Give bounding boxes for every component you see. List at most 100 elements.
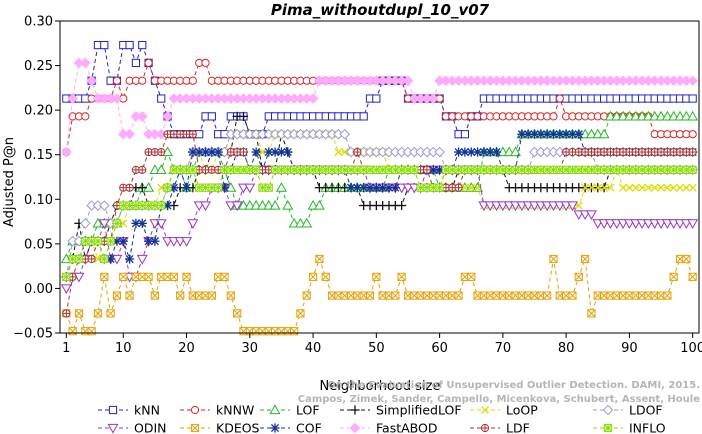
y-tick-label: 0.25: [24, 59, 53, 74]
data-point: [630, 219, 642, 229]
legend-label: LDF: [506, 421, 530, 434]
x-tick-label: 70: [495, 341, 512, 356]
x-tick-label: 50: [368, 341, 385, 356]
data-point: [467, 183, 476, 192]
data-point: [466, 147, 476, 157]
legend-label: SimplifiedLOF: [376, 403, 462, 418]
data-point: [674, 110, 686, 121]
legend-label: FastABOD: [376, 421, 438, 434]
data-point: [143, 236, 154, 246]
data-point: [656, 183, 666, 192]
legend-item: ODIN: [98, 421, 167, 434]
data-point: [623, 219, 635, 229]
data-point: [625, 147, 634, 157]
plot-frame: [59, 20, 700, 334]
data-point: [258, 147, 267, 157]
data-point: [397, 272, 406, 281]
data-point: [669, 183, 678, 192]
data-point: [60, 284, 72, 295]
data-point: [548, 129, 559, 139]
x-tick-label: 90: [621, 341, 638, 356]
data-point: [687, 75, 698, 87]
data-point: [176, 291, 185, 300]
data-point: [301, 217, 313, 228]
data-point: [655, 219, 667, 229]
data-point: [308, 272, 318, 281]
legend-label: LoOP: [506, 403, 538, 418]
data-point: [137, 218, 147, 228]
data-point: [688, 94, 697, 103]
data-point: [231, 201, 243, 212]
data-point: [283, 147, 293, 157]
data-point: [510, 146, 521, 157]
data-point: [568, 291, 577, 300]
data-point: [574, 272, 583, 281]
legend-label: KDEOS: [216, 421, 260, 434]
legend: kNN kNNW LOF SimplifiedLOF LoOP LDOF ODIN KDEOS…: [98, 403, 666, 434]
data-point: [573, 210, 585, 221]
data-point: [359, 112, 368, 121]
data-point: [554, 201, 566, 212]
y-tick-label: 0.15: [24, 148, 53, 163]
data-point: [87, 254, 96, 264]
data-point: [334, 165, 343, 174]
data-point: [617, 219, 629, 229]
data-point: [625, 183, 634, 192]
data-point: [157, 94, 166, 103]
series-knn: [62, 40, 697, 139]
data-point: [106, 309, 115, 318]
data-point: [269, 199, 281, 210]
x-tick-label: 40: [305, 341, 322, 356]
data-point: [636, 219, 648, 229]
data-point: [307, 93, 319, 104]
series-fastabod: [61, 57, 698, 158]
data-point: [365, 291, 375, 300]
data-point: [682, 254, 691, 264]
y-tick-label: 0.20: [24, 104, 53, 119]
legend-label: LDOF: [629, 403, 663, 418]
data-point: [649, 110, 661, 121]
data-point: [661, 110, 673, 121]
data-point: [98, 200, 110, 211]
data-point: [93, 309, 103, 318]
data-point: [600, 183, 609, 192]
x-tick-label: 20: [178, 341, 195, 356]
data-point: [307, 199, 319, 210]
data-point: [86, 75, 97, 87]
data-point: [150, 291, 160, 300]
data-point: [480, 423, 490, 433]
data-point: [238, 199, 249, 210]
data-point: [144, 58, 153, 67]
data-point: [334, 147, 343, 157]
data-point: [454, 183, 463, 192]
data-point: [460, 183, 469, 192]
data-point: [187, 219, 199, 229]
x-tick-label: 10: [115, 341, 132, 356]
data-point: [371, 183, 381, 193]
series-line: [65, 62, 693, 153]
credit-line-1: On the Evaluation of Unsupervised Outlie…: [327, 380, 700, 391]
data-point: [688, 165, 697, 174]
data-point: [585, 128, 597, 139]
data-point: [636, 110, 648, 121]
y-tick-label: 0.30: [24, 15, 53, 30]
data-point: [149, 219, 161, 229]
y-tick-label: −0.05: [13, 327, 53, 342]
data-point: [567, 201, 578, 212]
data-point: [321, 272, 330, 281]
data-point: [674, 219, 686, 229]
data-point: [606, 183, 615, 192]
legend-label: ODIN: [134, 421, 167, 434]
legend-item: LoOP: [470, 403, 538, 418]
data-point: [98, 219, 110, 229]
data-point: [434, 146, 445, 158]
data-point: [549, 112, 558, 121]
data-point: [125, 291, 134, 300]
data-point: [522, 201, 534, 212]
data-point: [108, 405, 118, 415]
data-point: [604, 219, 616, 229]
data-point: [264, 183, 273, 192]
data-point: [391, 291, 400, 300]
data-point: [193, 201, 205, 212]
data-point: [460, 165, 470, 174]
